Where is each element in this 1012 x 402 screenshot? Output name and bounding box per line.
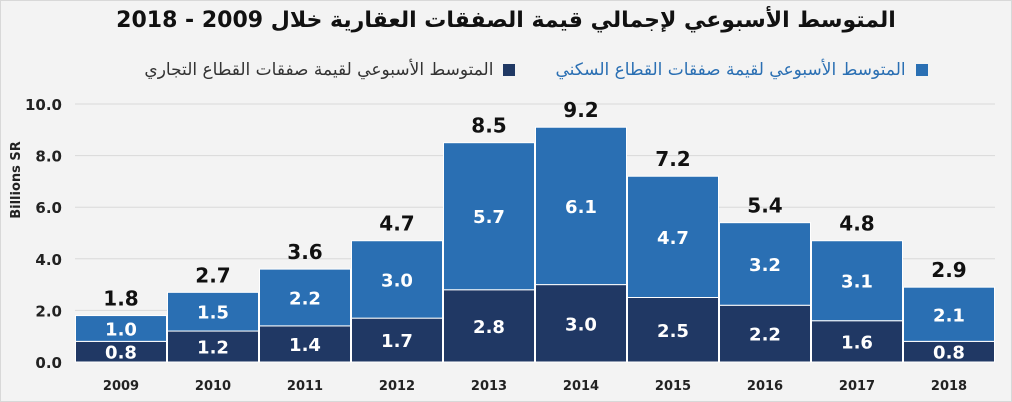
- bar-segment: [259, 268, 351, 327]
- bar-segment: [719, 304, 811, 363]
- legend-label-residential: المتوسط الأسبوعي لقيمة صفقات القطاع السك…: [555, 60, 906, 80]
- total-label: 5.4: [747, 194, 782, 218]
- segment-label: 0.8: [933, 343, 965, 364]
- bar-segment: [167, 330, 259, 363]
- y-tick-label: 4.0: [35, 251, 62, 269]
- bar-segment: [443, 289, 535, 363]
- total-label: 9.2: [563, 98, 598, 122]
- total-label: 8.5: [471, 114, 506, 138]
- segment-label: 3.0: [565, 314, 597, 335]
- total-label: 4.7: [379, 212, 414, 236]
- bar-segment: [167, 291, 259, 332]
- segment-label: 3.0: [381, 270, 413, 291]
- total-label: 7.2: [655, 147, 690, 171]
- x-tick-label: 2010: [195, 379, 231, 394]
- legend: المتوسط الأسبوعي لقيمة صفقات القطاع السك…: [100, 60, 972, 80]
- y-tick-label: 8.0: [35, 148, 62, 166]
- legend-swatch-residential: [915, 64, 928, 76]
- bar-segment: [719, 222, 811, 306]
- total-label: 2.7: [195, 263, 230, 287]
- segment-label: 3.2: [749, 255, 781, 276]
- segment-label: 6.1: [565, 197, 597, 218]
- segment-label: 1.5: [197, 303, 229, 324]
- legend-item-commercial: المتوسط الأسبوعي لقيمة صفقات القطاع التج…: [144, 60, 516, 80]
- segment-label: 2.1: [933, 305, 965, 326]
- segment-label: 3.1: [841, 272, 873, 293]
- x-tick-label: 2013: [471, 379, 507, 394]
- segment-label: 0.8: [105, 343, 137, 364]
- segment-label: 2.2: [289, 289, 321, 310]
- segment-label: 1.2: [197, 338, 229, 359]
- bar-segment: [535, 284, 627, 363]
- x-tick-label: 2009: [103, 379, 139, 394]
- x-tick-label: 2015: [655, 379, 691, 394]
- y-tick-label: 6.0: [35, 199, 62, 217]
- y-tick-label: 0.0: [35, 354, 62, 372]
- bar-segment: [811, 320, 903, 363]
- bar-segment: [535, 126, 627, 286]
- x-tick-label: 2012: [379, 379, 415, 394]
- bar-segment: [351, 240, 443, 319]
- bar-segment: [903, 286, 995, 342]
- y-axis-label: Billions SR: [9, 141, 24, 219]
- x-tick-label: 2018: [931, 379, 967, 394]
- segment-label: 2.5: [657, 321, 689, 342]
- total-label: 1.8: [103, 287, 138, 311]
- total-label: 4.8: [839, 212, 874, 236]
- segment-label: 2.2: [749, 325, 781, 346]
- segment-label: 1.7: [381, 331, 413, 352]
- x-tick-label: 2011: [287, 379, 323, 394]
- total-label: 3.6: [287, 240, 322, 264]
- x-tick-label: 2016: [747, 379, 783, 394]
- legend-item-residential: المتوسط الأسبوعي لقيمة صفقات القطاع السك…: [555, 60, 928, 80]
- y-tick-label: 10.0: [25, 96, 62, 114]
- y-tick-label: 2.0: [35, 302, 62, 320]
- total-label: 2.9: [931, 258, 966, 282]
- segment-label: 1.6: [841, 332, 873, 353]
- segment-label: 4.7: [657, 228, 689, 249]
- segment-label: 1.0: [105, 319, 137, 340]
- bar-segment: [627, 297, 719, 363]
- bar-segment: [811, 240, 903, 322]
- bar-segment: [627, 175, 719, 299]
- bar-segment: [443, 142, 535, 291]
- legend-swatch-commercial: [503, 64, 516, 76]
- chart-title: المتوسط الأسبوعي لإجمالي قيمة الصفقات ال…: [116, 8, 896, 33]
- legend-label-commercial: المتوسط الأسبوعي لقيمة صفقات القطاع التج…: [144, 60, 494, 80]
- bar-segment: [75, 315, 167, 342]
- segment-label: 5.7: [473, 207, 505, 228]
- x-tick-label: 2017: [839, 379, 875, 394]
- segment-label: 2.8: [473, 317, 505, 338]
- bar-segment: [351, 317, 443, 363]
- segment-label: 1.4: [289, 335, 321, 356]
- x-tick-label: 2014: [563, 379, 599, 394]
